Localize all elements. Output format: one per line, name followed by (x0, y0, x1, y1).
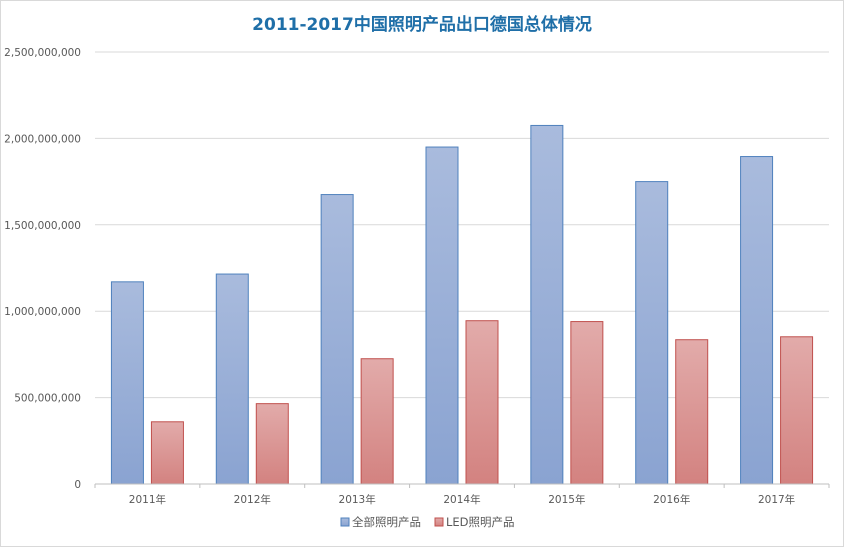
chart-title: 2011-2017中国照明产品出口德国总体情况 (252, 14, 592, 35)
bar-all-lighting (635, 181, 669, 485)
bars (110, 124, 814, 485)
y-tick-label: 1,500,000,000 (4, 220, 81, 232)
y-tick-label: 500,000,000 (14, 393, 81, 405)
y-tick-label: 2,500,000,000 (4, 47, 81, 59)
bar-led-lighting (780, 336, 814, 485)
bar-all-lighting (425, 146, 459, 485)
bar-all-lighting (110, 281, 144, 485)
gridlines (95, 51, 829, 399)
x-tick-label: 2012年 (234, 493, 271, 506)
x-tick-label: 2011年 (129, 493, 166, 506)
bar-led-lighting (150, 421, 184, 485)
bar-led-lighting (255, 403, 289, 485)
x-tick-label: 2014年 (443, 493, 480, 506)
legend-swatch (340, 517, 350, 527)
y-axis: 0 500,000,000 1,000,000,000 1,500,000,000 2,… (4, 47, 81, 491)
bar-all-lighting (530, 124, 564, 485)
bar-all-lighting (740, 156, 774, 485)
bar-led-lighting (360, 358, 394, 485)
legend-label: LED照明产品 (446, 515, 515, 529)
y-tick-label: 0 (74, 479, 81, 491)
x-tick-label: 2013年 (339, 493, 376, 506)
legend-label: 全部照明产品 (352, 515, 421, 529)
bar-all-lighting (215, 273, 249, 485)
y-tick-label: 2,000,000,000 (4, 133, 81, 145)
legend: 全部照明产品 LED照明产品 (340, 515, 515, 529)
x-axis: 2011年 2012年 2013年 2014年 2015年 2016年 2017年 (94, 483, 830, 506)
legend-swatch (434, 517, 444, 527)
bar-all-lighting (320, 194, 354, 485)
x-tick-label: 2016年 (653, 493, 690, 506)
x-tick-label: 2015年 (548, 493, 585, 506)
y-tick-label: 1,000,000,000 (4, 306, 81, 318)
x-tick-label: 2017年 (758, 493, 795, 506)
bar-led-lighting (465, 320, 499, 485)
bar-led-lighting (570, 321, 604, 485)
bar-led-lighting (675, 339, 709, 485)
